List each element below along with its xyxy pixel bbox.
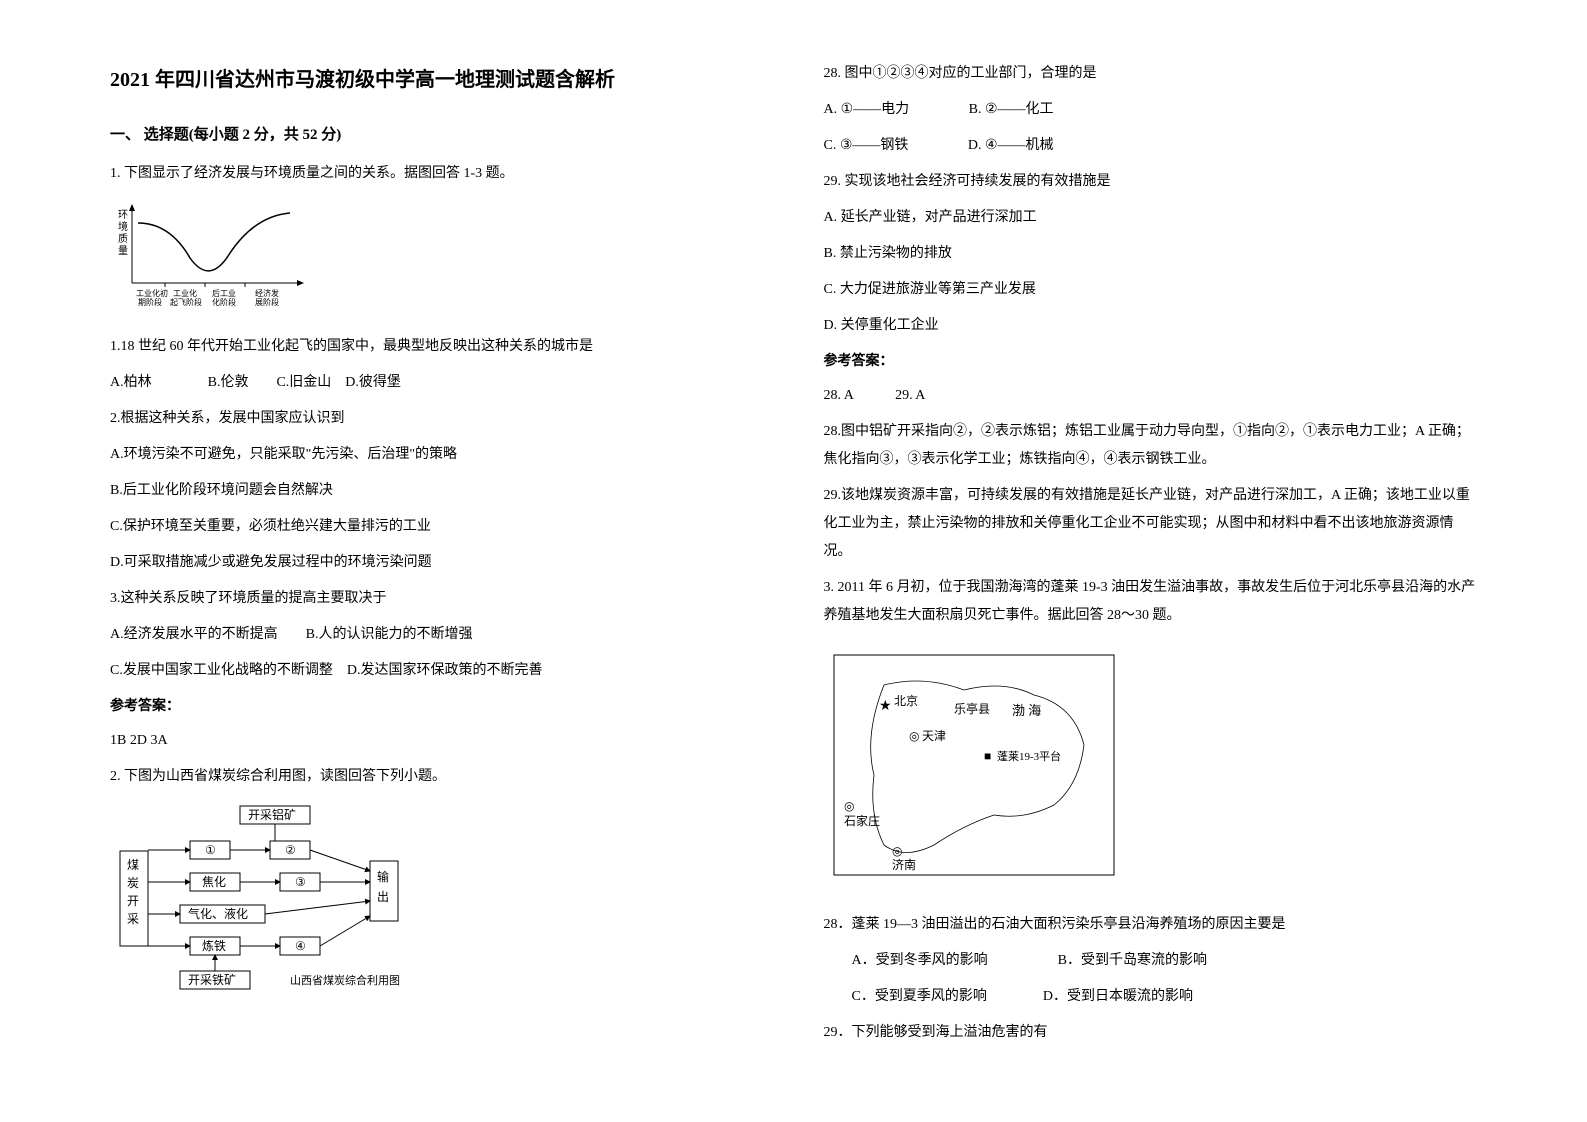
- q29-b: B. 禁止污染物的排放: [824, 240, 1478, 268]
- diagram-caption: 山西省煤炭综合利用图: [290, 973, 400, 987]
- xlabel-4: 经济发: [255, 288, 279, 298]
- svg-text:起飞阶段: 起飞阶段: [170, 297, 202, 307]
- q2-stem: 2. 下图为山西省煤炭综合利用图，读图回答下列小题。: [110, 763, 764, 791]
- tianjin-label: 天津: [922, 729, 946, 743]
- q1-answer-label: 参考答案：: [110, 693, 764, 721]
- q1-sub1-options: A.柏林 B.伦敦 C.旧金山 D.彼得堡: [110, 369, 764, 397]
- q1-sub2-c: C.保护环境至关重要，必须杜绝兴建大量排污的工业: [110, 513, 764, 541]
- tianjin-symbol: ◎: [909, 729, 919, 743]
- node-bottom: 开采铁矿: [188, 973, 236, 987]
- right-column: 28. 图中①②③④对应的工业部门，合理的是 A. ①——电力 B. ②——化工…: [794, 60, 1508, 1062]
- svg-text:期阶段: 期阶段: [138, 297, 162, 307]
- xlabel-2: 工业化: [173, 288, 197, 298]
- q28-a: A. ①——电力: [824, 102, 910, 117]
- q28-cd: C. ③——钢铁 D. ④——机械: [824, 132, 1478, 160]
- node-left: 煤: [127, 858, 139, 872]
- page-title: 2021 年四川省达州市马渡初级中学高一地理测试题含解析: [110, 60, 764, 100]
- x-arrow: [297, 280, 304, 286]
- bohai-label: 渤 海: [1012, 703, 1041, 718]
- q28-c: C. ③——钢铁: [824, 138, 909, 153]
- q1-sub2-d: D.可采取措施减少或避免发展过程中的环境污染问题: [110, 549, 764, 577]
- q28-stem: 28. 图中①②③④对应的工业部门，合理的是: [824, 60, 1478, 88]
- chart-svg: 环 境 质 量 工业化初 期阶段 工业化 起飞阶段 后工业 化阶段 经济发 展阶…: [110, 198, 310, 318]
- q29-c: C. 大力促进旅游业等第三产业发展: [824, 276, 1478, 304]
- node-top: 开采铝矿: [248, 807, 296, 822]
- flowchart-svg: 开采铝矿 煤 炭 开 采 输 出 ① ② 焦化 ③ 气化、液化: [110, 801, 430, 1001]
- q1-sub3: 3.这种关系反映了环境质量的提高主要取决于: [110, 585, 764, 613]
- q28-ab: A. ①——电力 B. ②——化工: [824, 96, 1478, 124]
- xlabel-3: 后工业: [212, 288, 236, 298]
- node-iron: 炼铁: [202, 938, 226, 953]
- svg-text:开: 开: [127, 894, 139, 908]
- node-4: ④: [295, 939, 306, 953]
- q3-sub29: 29．下列能够受到海上溢油危害的有: [824, 1019, 1478, 1047]
- q1-sub2-b: B.后工业化阶段环境问题会自然解决: [110, 477, 764, 505]
- q28-d: D. ④——机械: [968, 138, 1054, 153]
- sjz-label: 石家庄: [844, 813, 880, 828]
- beijing-star: ★: [879, 699, 892, 714]
- svg-text:出: 出: [377, 890, 389, 904]
- chart-ylabel: 环: [118, 210, 128, 221]
- col2-answer-label: 参考答案：: [824, 348, 1478, 376]
- curve-line: [138, 213, 290, 271]
- section-header: 一、 选择题(每小题 2 分，共 52 分): [110, 120, 764, 150]
- explain-29: 29.该地煤炭资源丰富，可持续发展的有效措施是延长产业链，对产品进行深加工，A …: [824, 482, 1478, 566]
- node-1: ①: [205, 843, 216, 857]
- y-arrow: [129, 204, 135, 211]
- coal-flowchart: 开采铝矿 煤 炭 开 采 输 出 ① ② 焦化 ③ 气化、液化: [110, 801, 764, 1012]
- node-focus: 焦化: [202, 875, 226, 889]
- q29-a: A. 延长产业链，对产品进行深加工: [824, 204, 1478, 232]
- q3-stem: 3. 2011 年 6 月初，位于我国渤海湾的蓬莱 19-3 油田发生溢油事故，…: [824, 574, 1478, 630]
- env-quality-chart: 环 境 质 量 工业化初 期阶段 工业化 起飞阶段 后工业 化阶段 经济发 展阶…: [110, 198, 764, 318]
- svg-text:化阶段: 化阶段: [212, 297, 236, 307]
- jinan-label: 济南: [892, 857, 916, 872]
- q3-sub28: 28．蓬莱 19—3 油田溢出的石油大面积污染乐亭县沿海养殖场的原因主要是: [824, 911, 1478, 939]
- q3-sub28-cd: C．受到夏季风的影响 D．受到日本暖流的影响: [824, 983, 1478, 1011]
- sjz-symbol: ◎: [844, 799, 854, 813]
- laoting-label: 乐亭县: [954, 701, 990, 716]
- node-right: 输: [377, 869, 389, 884]
- q1-sub2-a: A.环境污染不可避免，只能采取"先污染、后治理"的策略: [110, 441, 764, 469]
- col2-answer-line: 28. A 29. A: [824, 382, 1478, 410]
- q1-sub3-cd: C.发展中国家工业化战略的不断调整 D.发达国家环保政策的不断完善: [110, 657, 764, 685]
- svg-text:采: 采: [127, 912, 139, 926]
- q29-d: D. 关停重化工企业: [824, 312, 1478, 340]
- node-gas: 气化、液化: [188, 906, 248, 921]
- svg-text:量: 量: [118, 245, 128, 257]
- beijing-label: 北京: [894, 694, 918, 708]
- svg-text:炭: 炭: [127, 876, 139, 890]
- bohai-map: ★ 北京 ◎ 天津 乐亭县 渤 海 ■ 蓬莱19-3平台 ◎ 石家庄 ◎ 济南: [824, 645, 1478, 896]
- xlabel-1: 工业化初: [136, 288, 168, 298]
- q29-stem: 29. 实现该地社会经济可持续发展的有效措施是: [824, 168, 1478, 196]
- svg-text:展阶段: 展阶段: [255, 297, 279, 307]
- penglai-label: 蓬莱19-3平台: [997, 749, 1061, 763]
- q28-b: B. ②——化工: [969, 102, 1054, 117]
- left-column: 2021 年四川省达州市马渡初级中学高一地理测试题含解析 一、 选择题(每小题 …: [80, 60, 794, 1062]
- q1-sub2: 2.根据这种关系，发展中国家应认识到: [110, 405, 764, 433]
- q1-stem: 1. 下图显示了经济发展与环境质量之间的关系。据图回答 1-3 题。: [110, 160, 764, 188]
- map-svg: ★ 北京 ◎ 天津 乐亭县 渤 海 ■ 蓬莱19-3平台 ◎ 石家庄 ◎ 济南: [824, 645, 1124, 885]
- q1-answer: 1B 2D 3A: [110, 727, 764, 755]
- q1-sub1: 1.18 世纪 60 年代开始工业化起飞的国家中，最典型地反映出这种关系的城市是: [110, 333, 764, 361]
- svg-text:境: 境: [118, 220, 128, 233]
- explain-28: 28.图中铝矿开采指向②，②表示炼铝；炼铝工业属于动力导向型，①指向②，①表示电…: [824, 418, 1478, 474]
- q3-sub28-ab: A．受到冬季风的影响 B．受到千岛寒流的影响: [824, 947, 1478, 975]
- node-3: ③: [295, 875, 306, 889]
- node-2: ②: [285, 843, 296, 857]
- penglai-square: ■: [984, 749, 991, 763]
- q1-sub3-ab: A.经济发展水平的不断提高 B.人的认识能力的不断增强: [110, 621, 764, 649]
- svg-text:质: 质: [118, 233, 128, 245]
- jinan-symbol: ◎: [892, 844, 902, 858]
